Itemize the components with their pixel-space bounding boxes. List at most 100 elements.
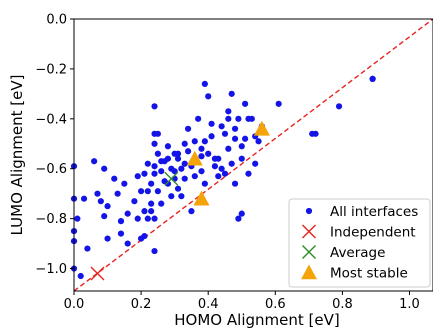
data-point-all-interfaces [235, 215, 242, 222]
legend-label: Average [330, 245, 385, 261]
data-point-all-interfaces [221, 170, 229, 177]
data-point-all-interfaces [184, 125, 192, 132]
data-point-all-interfaces [205, 93, 212, 100]
data-point-all-interfaces [151, 103, 158, 110]
x-tick-label: 0.6 [265, 297, 286, 312]
reference-line [73, 18, 433, 292]
data-point-all-interfaces [117, 218, 125, 225]
data-point-all-interfaces [164, 180, 172, 187]
data-point-all-interfaces [178, 193, 185, 200]
data-point-all-interfaces [101, 165, 108, 172]
legend-marker [301, 264, 317, 280]
data-point-all-interfaces [231, 125, 239, 132]
data-points-layer [70, 75, 376, 281]
legend: All interfaces Independent Average Most sta… [288, 198, 431, 288]
data-point-all-interfaces [191, 173, 198, 180]
legend-label: Most stable [330, 266, 408, 282]
x-tick-label: 0.0 [64, 297, 85, 312]
data-point-all-interfaces [178, 165, 185, 172]
data-point-all-interfaces [174, 185, 182, 192]
legend-marker [302, 224, 316, 239]
data-point-all-interfaces [151, 140, 158, 147]
data-point-all-interfaces [134, 215, 141, 222]
data-point-all-interfaces [205, 150, 212, 157]
data-point-all-interfaces [144, 215, 151, 222]
y-tick-label: 0.0 [46, 13, 67, 28]
data-point-all-interfaces [74, 215, 81, 222]
data-point-all-interfaces [369, 75, 376, 82]
data-point-all-interfaces [195, 115, 202, 122]
data-point-independent-stroke [90, 266, 105, 281]
data-point-all-interfaces [144, 160, 151, 167]
data-point-all-interfaces [144, 188, 151, 195]
y-tick-label: −0.6 [35, 162, 67, 177]
data-point-all-interfaces [248, 115, 255, 122]
data-point-all-interfaces [228, 90, 235, 97]
data-point-all-interfaces [151, 170, 158, 177]
legend-marker-stroke [302, 224, 316, 239]
data-point-all-interfaces [198, 153, 205, 160]
data-point-all-interfaces [94, 190, 101, 197]
data-point-all-interfaces [201, 180, 208, 187]
legend-marker [302, 245, 316, 259]
data-point-all-interfaces [151, 247, 158, 255]
data-point-all-interfaces [91, 158, 98, 165]
data-point-all-interfaces [164, 143, 172, 150]
data-point-all-interfaces [215, 155, 222, 162]
data-point-independent [90, 266, 105, 281]
x-tick-label: 0.2 [131, 297, 152, 312]
data-point-all-interfaces [184, 148, 192, 155]
y-tick-label: −0.8 [35, 212, 67, 227]
y-tick-label: −0.2 [35, 62, 67, 77]
data-point-all-interfaces [242, 100, 249, 107]
data-point-all-interfaces [218, 165, 225, 172]
data-point-all-interfaces [255, 138, 262, 145]
data-point-all-interfaces [154, 130, 161, 137]
data-point-all-interfaces [141, 208, 148, 215]
data-point-all-interfaces [158, 168, 165, 175]
data-point-most-stable [253, 120, 270, 136]
data-point-all-interfaces [238, 155, 245, 162]
data-point-all-interfaces [151, 163, 158, 170]
data-point-all-interfaces [114, 190, 121, 197]
data-point-all-interfaces [231, 180, 239, 187]
y-axis-label: LUMO Alignment [eV] [8, 75, 26, 236]
data-point-all-interfaces [148, 200, 155, 207]
data-point-all-interfaces [84, 245, 91, 252]
y-tick-label: −0.4 [35, 112, 67, 127]
y-tick-label: −1.0 [35, 262, 67, 277]
legend-marker [305, 207, 313, 215]
data-point-all-interfaces [117, 230, 125, 237]
x-tick-label: 0.8 [332, 297, 353, 312]
legend-box [288, 198, 431, 288]
data-point-all-interfaces [181, 160, 188, 167]
legend-marker-stroke [302, 245, 316, 259]
data-point-all-interfaces [191, 138, 198, 145]
x-tick-label: 0.4 [198, 297, 219, 312]
data-point-all-interfaces [221, 130, 229, 137]
data-point-all-interfaces [235, 115, 242, 122]
data-point-all-interfaces [215, 173, 222, 180]
data-point-all-interfaces [198, 145, 205, 152]
data-point-all-interfaces [138, 188, 145, 195]
data-point-all-interfaces [225, 115, 232, 122]
data-point-all-interfaces [218, 123, 225, 130]
data-point-all-interfaces [201, 138, 208, 145]
reference-line-layer [73, 18, 433, 292]
axis-ticks-layer: 0.0 0.2 0.4 0.6 0.8 1.0 0.0 −0.2 −0.4 −0.6 −0.8 −1.… [35, 13, 419, 313]
data-point-all-interfaces [188, 208, 195, 215]
data-point-all-interfaces [198, 168, 205, 175]
data-point-all-interfaces [245, 170, 252, 177]
data-point-all-interfaces [148, 208, 155, 215]
data-point-all-interfaces [111, 175, 118, 182]
data-point-all-interfaces [154, 150, 161, 157]
data-point-all-interfaces [131, 198, 138, 205]
data-point-all-interfaces [101, 213, 108, 220]
plot-frame [73, 18, 433, 292]
data-point-all-interfaces [231, 135, 239, 142]
data-point-all-interfaces [201, 80, 208, 87]
legend-label: All interfaces [330, 204, 418, 220]
data-point-all-interfaces [77, 272, 84, 280]
data-point-all-interfaces [164, 155, 172, 162]
data-point-all-interfaces [121, 180, 128, 187]
